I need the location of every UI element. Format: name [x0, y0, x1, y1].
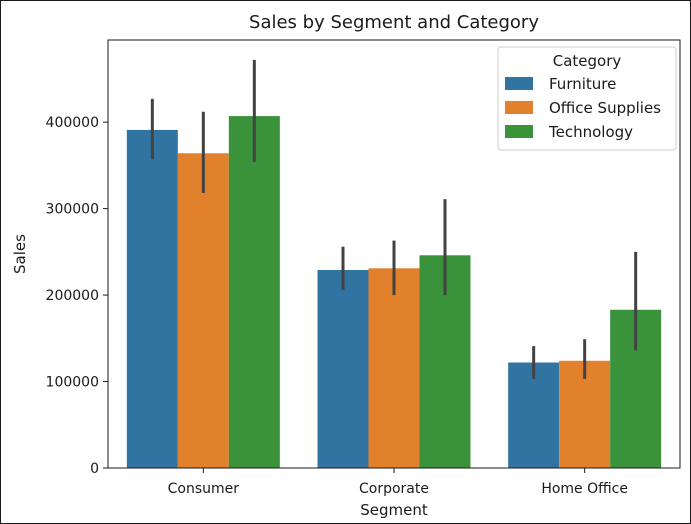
- legend-label-office-supplies: Office Supplies: [549, 99, 661, 117]
- y-tick-label: 100000: [46, 375, 99, 391]
- bars-group: [126, 116, 662, 469]
- legend: Category Furniture Office Supplies Technol…: [497, 46, 677, 151]
- x-axis-label: Segment: [360, 501, 428, 519]
- legend-swatch-furniture: [505, 77, 533, 90]
- legend-label-technology: Technology: [548, 123, 633, 141]
- x-tick-label: Consumer: [168, 481, 240, 497]
- y-tick-label: 0: [90, 461, 99, 477]
- bar-furniture-0: [126, 129, 178, 469]
- bar-furniture-1: [317, 269, 369, 468]
- y-axis-label: Sales: [11, 234, 29, 274]
- error-bars-group: [150, 59, 638, 379]
- bar-office-supplies-0: [177, 153, 229, 469]
- legend-swatch-office-supplies: [505, 101, 533, 114]
- legend-items: Furniture Office Supplies Technology: [505, 75, 661, 141]
- y-axis-ticks: 0 100000 200000 300000 400000: [46, 115, 108, 477]
- x-tick-label: Home Office: [541, 481, 628, 497]
- chart-title: Sales by Segment and Category: [249, 12, 539, 33]
- y-tick-label: 300000: [46, 202, 99, 218]
- x-tick-label: Corporate: [359, 481, 429, 497]
- legend-swatch-technology: [505, 125, 533, 138]
- y-tick-label: 200000: [46, 288, 99, 304]
- bar-furniture-2: [508, 362, 560, 468]
- bar-technology-0: [228, 116, 280, 468]
- legend-title: Category: [553, 52, 622, 70]
- legend-box: [497, 46, 677, 151]
- x-axis-ticks: Consumer Corporate Home Office: [168, 468, 628, 497]
- y-tick-label: 400000: [46, 115, 99, 131]
- bar-office-supplies-1: [368, 268, 420, 468]
- legend-label-furniture: Furniture: [549, 75, 616, 93]
